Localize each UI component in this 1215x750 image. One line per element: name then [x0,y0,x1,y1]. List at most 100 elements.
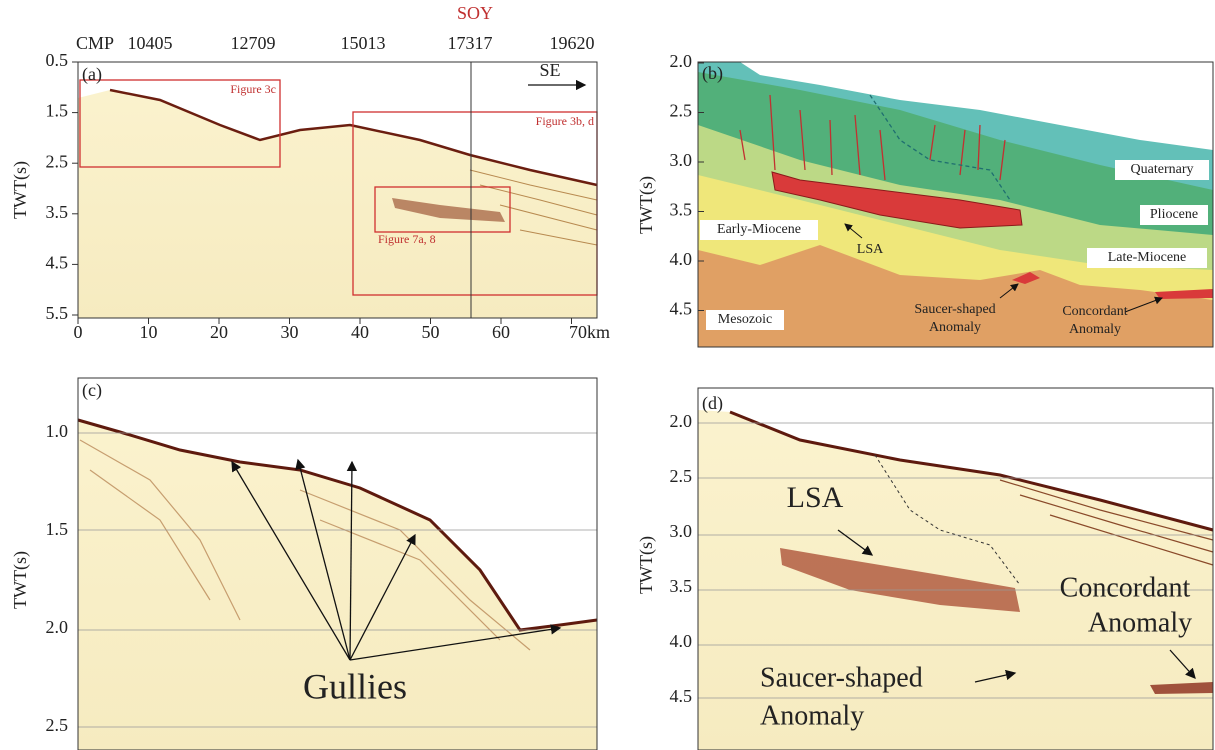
y-tick-label: 1.0 [46,421,69,441]
water [698,388,1213,530]
annotation: Gullies [303,666,407,706]
concordant-body [1155,289,1213,299]
unit-label: Late-Miocene [1108,250,1187,265]
y-tick-label: 2.5 [670,101,693,121]
annotation: Anomaly [929,320,981,335]
x-tick-label: 40 [351,322,369,342]
y-tick-label: 3.0 [670,521,693,541]
panel-label: (c) [82,380,102,401]
panel-d [697,387,1214,750]
frame [697,61,1214,348]
water [78,62,597,185]
top-axis-label: 19620 [550,33,595,53]
y-tick-label: 4.0 [670,631,693,651]
y-axis-title: TWT(s) [636,536,657,594]
lsa-body [771,171,1023,229]
x-tick-label: 0 [74,322,83,342]
y-tick-label: 2.5 [46,151,69,171]
y-tick-label: 2.0 [670,51,693,71]
panel-label: (a) [82,64,102,85]
dashed-line [874,454,1021,586]
panel-label: (b) [702,63,723,84]
panel-label: (d) [702,393,723,414]
concordant-body [1150,682,1213,694]
y-tick-label: 1.5 [46,101,69,121]
y-tick-label: 4.0 [670,249,693,269]
grid [698,422,1213,699]
annotation: Saucer-shaped [914,302,995,317]
faults [739,94,1006,181]
annotation: Saucer-shaped [760,662,923,693]
y-tick-label: 2.5 [670,466,693,486]
y-tick-label: 4.5 [670,299,693,319]
frame [77,61,598,319]
annotation: Concordant [1062,304,1127,319]
y-tick-label: 3.5 [46,202,69,222]
panel-c [77,377,598,750]
top-axis-label: 12709 [231,33,276,53]
label-box [1115,160,1209,180]
y-tick-label: 2.0 [670,411,693,431]
label-box [706,310,784,330]
panel-a [77,61,598,319]
x-tick-label: 30 [281,322,299,342]
y-tick-label: 3.5 [670,576,693,596]
unit-label: Quaternary [1131,162,1194,177]
annotation: LSA [787,481,844,514]
arrow [974,669,1017,683]
y-tick-label: 0.5 [46,50,69,70]
seafloor [77,418,598,632]
annotation: LSA [857,242,884,257]
top-axis-label: CMP [76,33,114,53]
direction-label: SE [539,60,560,80]
x-tick-label: 60 [492,322,510,342]
y-tick-label: 2.5 [46,715,69,735]
x-tick-label: 10 [140,322,158,342]
x-tick-label: 70km [569,322,610,342]
box [374,186,511,233]
water [78,378,597,630]
reflector [999,479,1214,566]
annotation: Concordant [1060,572,1191,603]
anomaly [392,198,505,222]
water [698,62,1213,150]
label-box [1087,248,1207,268]
label-box [1140,205,1208,225]
arrow [837,529,874,556]
arrow [1124,296,1163,313]
reflector [79,439,531,651]
grid [78,432,597,728]
y-axis-title: TWT(s) [10,161,31,219]
arrow [1169,649,1196,679]
y-tick-label: 4.5 [46,253,69,273]
seafloor [729,410,1214,532]
box-label: Figure 3c [230,82,276,96]
x-tick-label: 50 [422,322,440,342]
box [79,79,281,168]
x-tick-label: 20 [210,322,228,342]
annotation: Anomaly [1088,607,1192,638]
y-tick-label: 4.5 [670,686,693,706]
marker-label: SOY [457,3,493,23]
dashed-line [869,94,1011,201]
frame [77,377,598,750]
arrows [231,458,562,661]
annotation: Anomaly [760,700,864,731]
y-axis-title: TWT(s) [636,176,657,234]
box-label: Figure 3b, d [536,114,594,128]
unit-label: Pliocene [1150,207,1198,222]
box-label: Figure 7a, 8 [378,232,436,246]
top-axis-label: 17317 [448,33,493,53]
seafloor [109,88,598,187]
reflector [469,169,598,246]
y-tick-label: 3.5 [670,200,693,220]
saucer-body [1012,272,1040,284]
y-axis-title: TWT(s) [10,551,31,609]
arrow [844,223,863,239]
panel-b [697,61,1214,348]
y-tick-label: 2.0 [46,617,69,637]
y-tick-label: 1.5 [46,519,69,539]
unit-label: Mesozoic [718,312,772,327]
top-axis-label: 10405 [128,33,173,53]
